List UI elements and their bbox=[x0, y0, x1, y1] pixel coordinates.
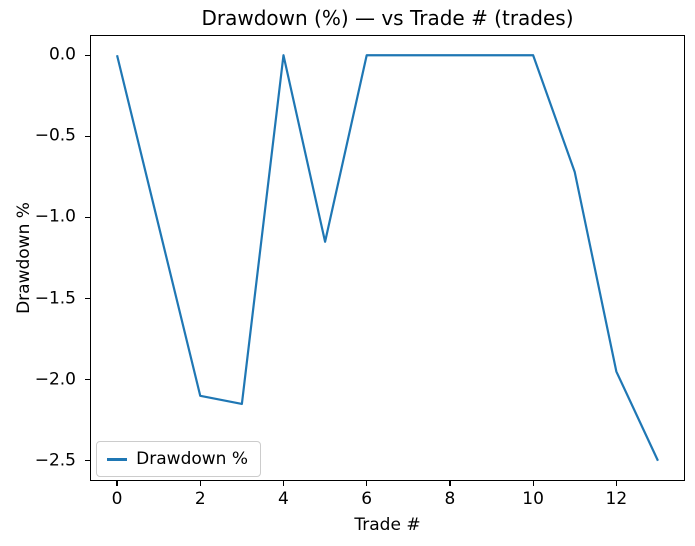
y-tick-label: 0.0 bbox=[48, 44, 76, 65]
x-tick-label: 12 bbox=[605, 489, 628, 509]
x-tick-label: 0 bbox=[111, 489, 123, 509]
drawdown-line-series bbox=[115, 54, 659, 462]
y-tick-mark bbox=[85, 460, 90, 462]
line-chart-canvas bbox=[115, 54, 659, 462]
x-tick-mark bbox=[282, 481, 285, 486]
y-tick-mark bbox=[85, 54, 90, 56]
x-tick-mark bbox=[615, 481, 617, 486]
x-tick-mark bbox=[532, 481, 534, 486]
x-axis-label: Trade # bbox=[354, 515, 421, 535]
y-tick-mark bbox=[85, 216, 90, 219]
x-tick-mark bbox=[199, 481, 201, 486]
x-tick-label: 2 bbox=[194, 489, 206, 509]
x-tick-mark bbox=[449, 481, 451, 486]
y-tick-label: −2.5 bbox=[34, 450, 76, 471]
legend-label: Drawdown % bbox=[136, 448, 248, 469]
y-tick-mark bbox=[85, 135, 90, 137]
chart-title: Drawdown (%) — vs Trade # (trades) bbox=[201, 6, 574, 30]
x-tick-label: 6 bbox=[361, 489, 373, 509]
y-tick-mark bbox=[85, 379, 90, 381]
y-tick-label: −0.5 bbox=[34, 125, 76, 146]
y-tick-label: −1.5 bbox=[34, 288, 76, 309]
y-tick-label: −2.0 bbox=[34, 369, 76, 390]
legend-line-sample-icon bbox=[107, 457, 128, 461]
x-tick-label: 8 bbox=[444, 489, 456, 509]
legend: Drawdown % bbox=[96, 441, 261, 477]
y-tick-mark bbox=[85, 297, 90, 300]
x-tick-mark bbox=[366, 481, 368, 486]
x-tick-label: 4 bbox=[278, 489, 289, 509]
y-tick-label: −1.0 bbox=[34, 206, 76, 227]
x-tick-label: 10 bbox=[522, 489, 544, 509]
x-tick-mark bbox=[116, 481, 118, 486]
plot-area: Drawdown % bbox=[90, 35, 685, 481]
